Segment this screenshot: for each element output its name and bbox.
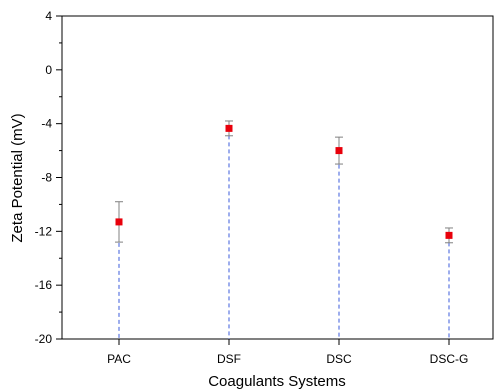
plot-frame [61, 15, 494, 340]
x-tick-label: DSF [217, 352, 241, 366]
y-tick-label: -16 [35, 278, 53, 292]
data-point [115, 218, 123, 226]
y-tick-label: -8 [41, 171, 52, 185]
data-point [335, 147, 343, 155]
y-tick-label: -12 [35, 224, 53, 238]
y-tick-label: -4 [41, 117, 52, 131]
x-axis-title: Coagulants Systems [208, 373, 346, 390]
x-tick-label: DSC [326, 352, 352, 366]
x-tick-label: PAC [107, 352, 131, 366]
y-tick-label: -20 [35, 332, 53, 346]
y-tick-label: 4 [45, 9, 52, 23]
plot-area: 4 0 -4 -8 -12 -16 -20 PAC DSF DSC DSC-G [35, 9, 494, 366]
data-point [225, 124, 233, 132]
y-axis-title: Zeta Potential (mV) [9, 113, 26, 242]
y-tick-label: 0 [45, 63, 52, 77]
x-tick-label: DSC-G [430, 352, 469, 366]
data-point [445, 231, 453, 239]
